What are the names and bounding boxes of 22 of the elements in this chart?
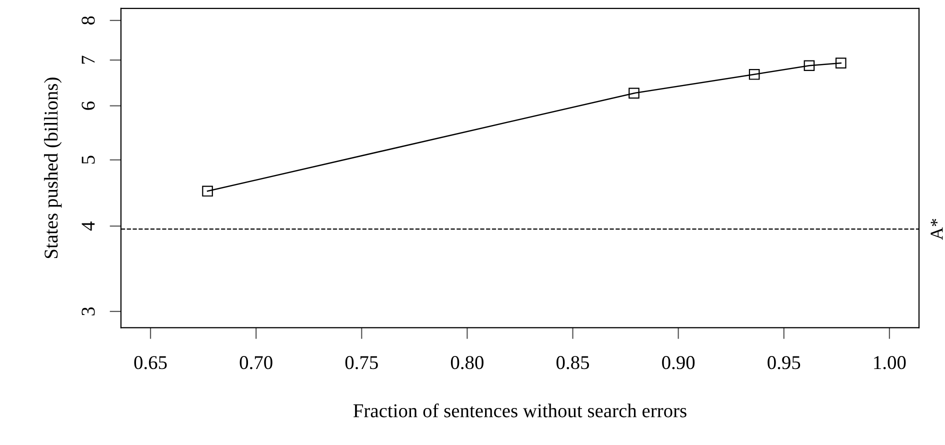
point xyxy=(748,68,760,80)
point xyxy=(628,88,640,99)
ref-line-label: A* xyxy=(930,218,943,240)
point xyxy=(835,58,846,68)
y-tick-label: 6 xyxy=(82,102,95,110)
x-tick-label: 0.65 xyxy=(134,356,167,370)
x-tick-label: 0.80 xyxy=(450,356,484,370)
x-axis-title: Fraction of sentences without search errors xyxy=(353,403,686,418)
x-tick-label: 0.85 xyxy=(556,356,590,370)
y-tick-label: 3 xyxy=(82,307,95,316)
y-axis-title: States pushed (billions) xyxy=(44,78,62,258)
x-tick-label: 1.00 xyxy=(874,356,906,370)
y-tick-label: 4 xyxy=(82,222,95,231)
point xyxy=(202,186,213,197)
y-tick-label: 8 xyxy=(82,16,95,25)
x-tick-label: 0.90 xyxy=(662,356,695,370)
point xyxy=(804,60,815,72)
x-tick-label: 0.70 xyxy=(240,356,272,370)
x-tick-label: 0.95 xyxy=(768,356,800,370)
y-tick-label: 7 xyxy=(82,56,95,64)
y-tick-label: 5 xyxy=(82,156,95,164)
x-tick-label: 0.75 xyxy=(345,356,378,370)
